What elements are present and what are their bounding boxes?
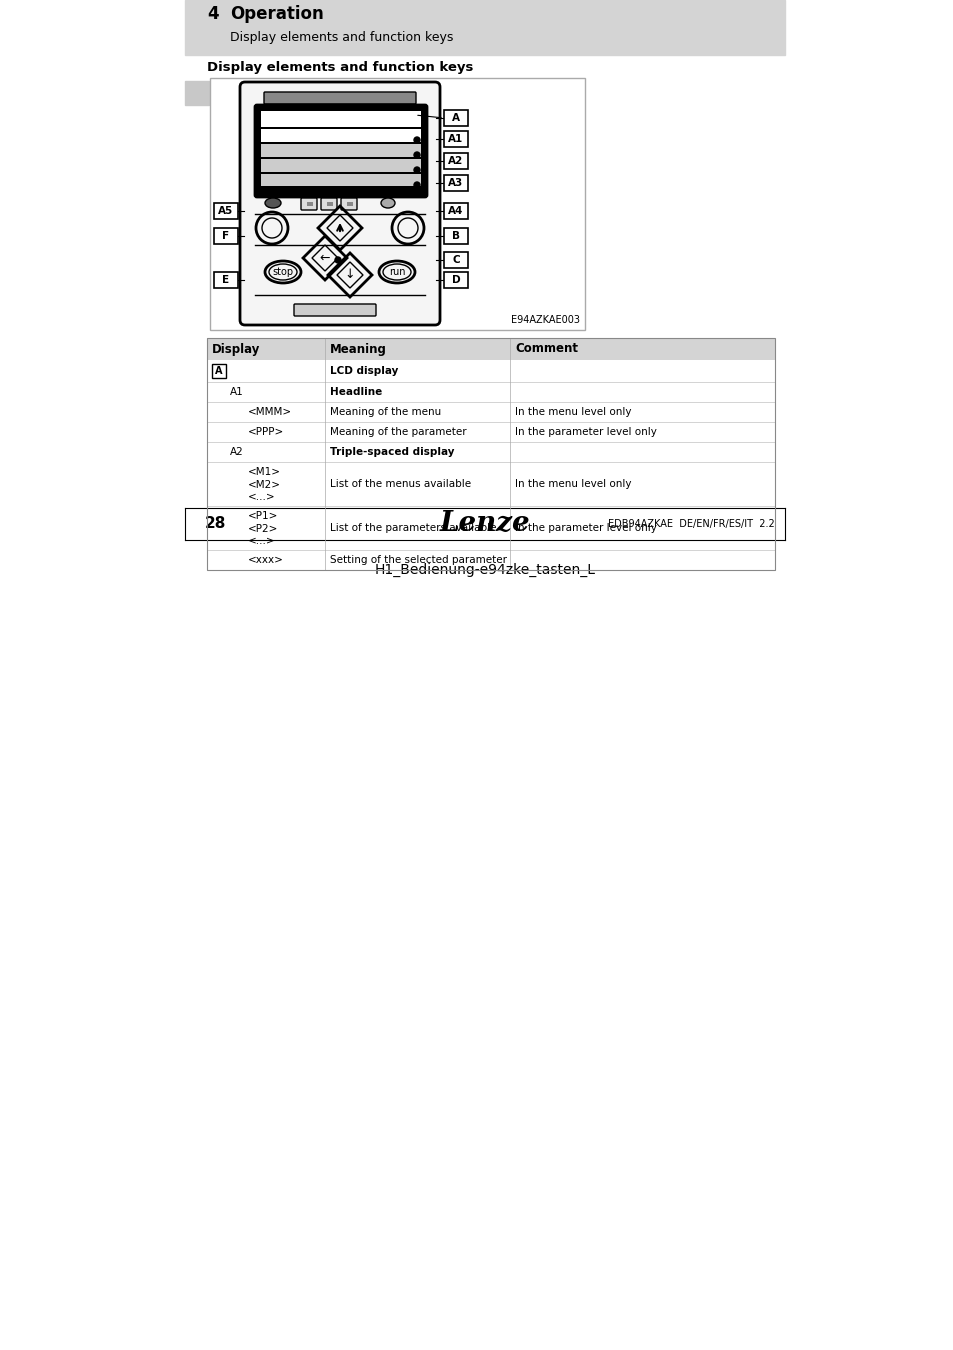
Bar xyxy=(443,252,468,269)
Text: ←: ← xyxy=(319,251,330,265)
Text: <M1>: <M1> xyxy=(248,467,281,477)
Ellipse shape xyxy=(380,198,395,208)
Text: In the parameter level only: In the parameter level only xyxy=(515,522,657,533)
Text: Display: Display xyxy=(212,343,260,355)
Bar xyxy=(207,338,774,360)
Bar xyxy=(207,338,774,570)
FancyBboxPatch shape xyxy=(254,105,427,197)
Circle shape xyxy=(335,256,340,263)
Bar xyxy=(443,271,468,288)
Text: LCD display: LCD display xyxy=(330,366,398,377)
Text: Triple-spaced display: Triple-spaced display xyxy=(330,447,454,458)
Text: A3: A3 xyxy=(448,178,463,188)
FancyBboxPatch shape xyxy=(320,198,336,211)
Text: run: run xyxy=(388,267,405,277)
Bar xyxy=(210,78,584,329)
Text: Display elements and function keys: Display elements and function keys xyxy=(207,62,473,74)
Text: Meaning of the parameter: Meaning of the parameter xyxy=(330,427,466,437)
FancyBboxPatch shape xyxy=(340,198,356,211)
Bar xyxy=(213,202,237,219)
Bar xyxy=(213,228,237,244)
Text: EDB94AZKAE  DE/EN/FR/ES/IT  2.2: EDB94AZKAE DE/EN/FR/ES/IT 2.2 xyxy=(608,518,774,529)
Text: Lenze: Lenze xyxy=(439,510,530,537)
FancyBboxPatch shape xyxy=(301,198,316,211)
Text: 28: 28 xyxy=(205,517,226,532)
Text: Headline: Headline xyxy=(330,387,382,397)
Bar xyxy=(443,109,468,126)
Bar xyxy=(212,364,226,378)
Text: F: F xyxy=(222,231,230,242)
Bar xyxy=(207,360,774,382)
Bar xyxy=(307,202,313,207)
Text: <M2>: <M2> xyxy=(248,479,281,490)
Circle shape xyxy=(414,153,419,158)
Text: <PPP>: <PPP> xyxy=(248,427,284,437)
Bar xyxy=(207,423,774,441)
Text: C: C xyxy=(452,255,459,265)
Bar xyxy=(213,271,237,288)
Text: Display elements and function keys: Display elements and function keys xyxy=(230,31,453,45)
Text: List of the menus available: List of the menus available xyxy=(330,479,471,489)
Text: Meaning: Meaning xyxy=(330,343,387,355)
Text: E94AZKAE003: E94AZKAE003 xyxy=(511,315,579,325)
Text: A4: A4 xyxy=(448,207,463,216)
Bar xyxy=(207,506,774,549)
Text: <...>: <...> xyxy=(248,536,275,547)
Bar xyxy=(443,228,468,244)
Text: In the menu level only: In the menu level only xyxy=(515,406,631,417)
Bar xyxy=(207,462,774,506)
Bar xyxy=(207,402,774,423)
Bar xyxy=(207,441,774,462)
Text: In the parameter level only: In the parameter level only xyxy=(515,427,657,437)
FancyBboxPatch shape xyxy=(240,82,439,325)
Bar xyxy=(261,144,420,157)
Text: <MMM>: <MMM> xyxy=(248,406,292,417)
Text: A: A xyxy=(215,366,222,377)
Text: A5: A5 xyxy=(218,207,233,216)
Text: H1_Bedienung-e94zke_tasten_L: H1_Bedienung-e94zke_tasten_L xyxy=(375,563,595,576)
Text: <...>: <...> xyxy=(248,493,275,502)
Bar xyxy=(185,81,209,105)
Text: E: E xyxy=(222,275,230,285)
Bar xyxy=(327,202,333,207)
Text: A2: A2 xyxy=(230,447,244,458)
Text: Comment: Comment xyxy=(515,343,578,355)
Text: Meaning of the menu: Meaning of the menu xyxy=(330,406,441,417)
Bar xyxy=(443,153,468,169)
Text: <P2>: <P2> xyxy=(248,524,278,533)
Text: ↓: ↓ xyxy=(344,269,355,282)
Text: A1: A1 xyxy=(230,387,244,397)
FancyBboxPatch shape xyxy=(264,92,416,104)
Bar xyxy=(443,176,468,190)
Text: D: D xyxy=(451,275,460,285)
Text: Setting of the selected parameter: Setting of the selected parameter xyxy=(330,555,506,566)
Bar xyxy=(347,202,353,207)
Text: <P1>: <P1> xyxy=(248,512,278,521)
FancyBboxPatch shape xyxy=(294,304,375,316)
Text: A2: A2 xyxy=(448,157,463,166)
Text: In the menu level only: In the menu level only xyxy=(515,479,631,489)
Circle shape xyxy=(414,167,419,173)
Bar xyxy=(261,159,420,171)
Bar xyxy=(207,549,774,570)
Bar xyxy=(207,382,774,402)
Text: A1: A1 xyxy=(448,134,463,144)
Circle shape xyxy=(414,182,419,188)
Bar xyxy=(443,131,468,147)
Bar xyxy=(261,174,420,186)
Text: 4: 4 xyxy=(207,5,218,23)
Ellipse shape xyxy=(265,198,281,208)
Text: stop: stop xyxy=(273,267,294,277)
Text: Operation: Operation xyxy=(230,5,323,23)
Bar xyxy=(261,111,420,127)
Circle shape xyxy=(414,136,419,143)
Text: List of the parameters available: List of the parameters available xyxy=(330,522,496,533)
Text: B: B xyxy=(452,231,459,242)
Bar xyxy=(185,0,784,55)
Bar xyxy=(443,202,468,219)
Text: A: A xyxy=(452,113,459,123)
Text: <xxx>: <xxx> xyxy=(248,555,284,566)
Bar xyxy=(261,130,420,142)
